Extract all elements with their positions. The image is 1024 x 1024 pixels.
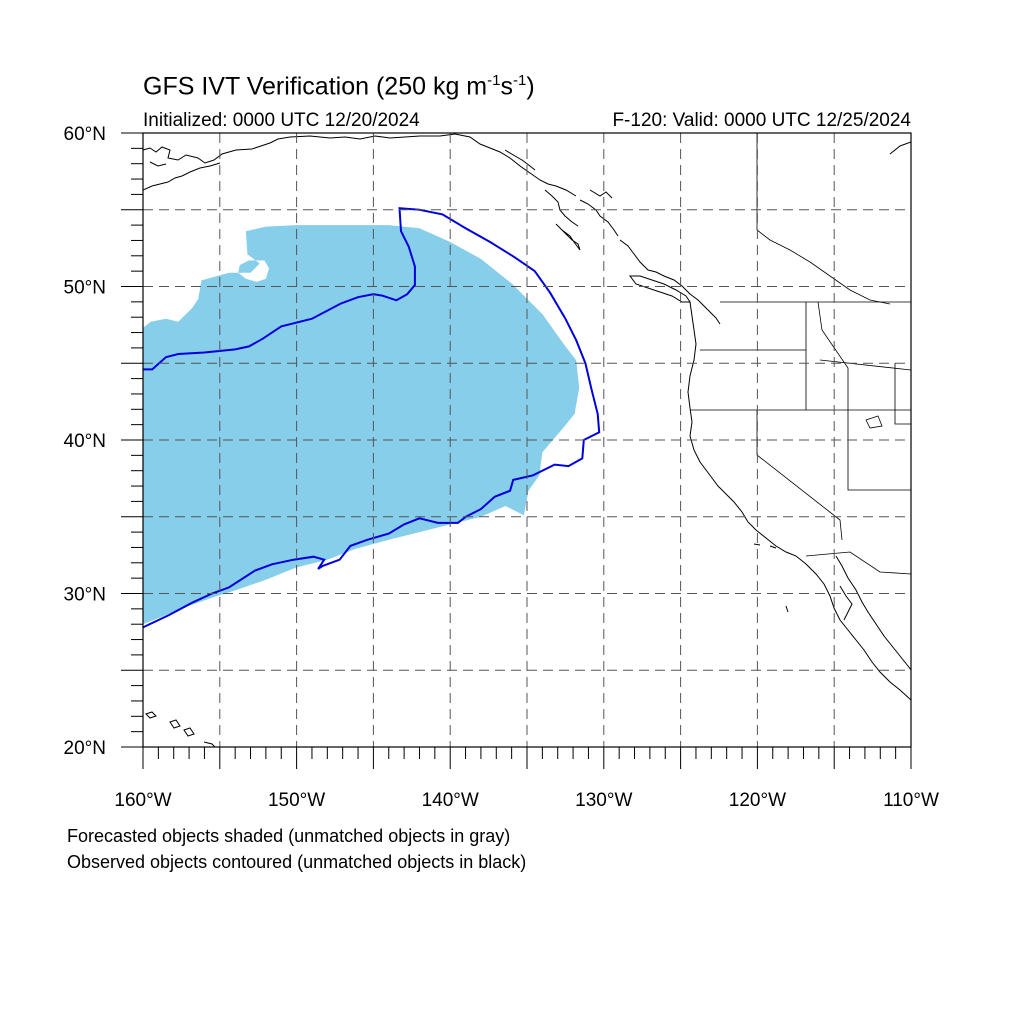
lon-label: 140°W (422, 790, 479, 811)
hawaii (145, 711, 216, 747)
id-border (805, 301, 849, 410)
axis-ticks (121, 132, 912, 769)
political-borders (690, 133, 911, 575)
lat-label: 60°N (64, 124, 106, 145)
lat-label: 40°N (64, 431, 106, 452)
lat-label: 50°N (64, 278, 106, 299)
observed-object-contour (143, 207, 601, 629)
latitude-labels: 60°N 50°N 40°N 30°N 20°N (64, 124, 106, 759)
lat-label: 30°N (64, 585, 106, 606)
mt-border (819, 359, 911, 371)
lon-label: 120°W (729, 790, 786, 811)
initialized-time: Initialized: 0000 UTC 12/20/2024 (143, 110, 420, 131)
ut-border (894, 363, 911, 425)
lon-label: 110°W (883, 790, 939, 811)
ca-nv-border (756, 410, 843, 541)
plot-frame (142, 132, 912, 748)
gridlines (143, 133, 911, 747)
chart-title: GFS IVT Verification (250 kg m-1s-1) (143, 72, 535, 101)
wa-or-border (700, 349, 807, 410)
bc-coast (619, 239, 721, 325)
valid-time: F-120: Valid: 0000 UTC 12/25/2024 (612, 110, 911, 131)
baja-coast (835, 555, 911, 671)
nv-az-border (847, 410, 911, 491)
note-observed: Observed objects contoured (unmatched ob… (67, 852, 527, 872)
lon-label: 150°W (268, 790, 325, 811)
us-mexico-border (805, 551, 911, 575)
lon-label: 130°W (575, 790, 632, 811)
alaska-coast (143, 133, 577, 197)
forecast-object-shaded (143, 225, 580, 625)
longitude-labels: 160°W 150°W 140°W 130°W 120°W 110°W (114, 790, 939, 811)
lat-label: 20°N (64, 738, 106, 759)
note-forecast: Forecasted objects shaded (unmatched obj… (67, 826, 511, 846)
us-west-coast (687, 301, 911, 701)
lon-label: 160°W (114, 790, 171, 811)
